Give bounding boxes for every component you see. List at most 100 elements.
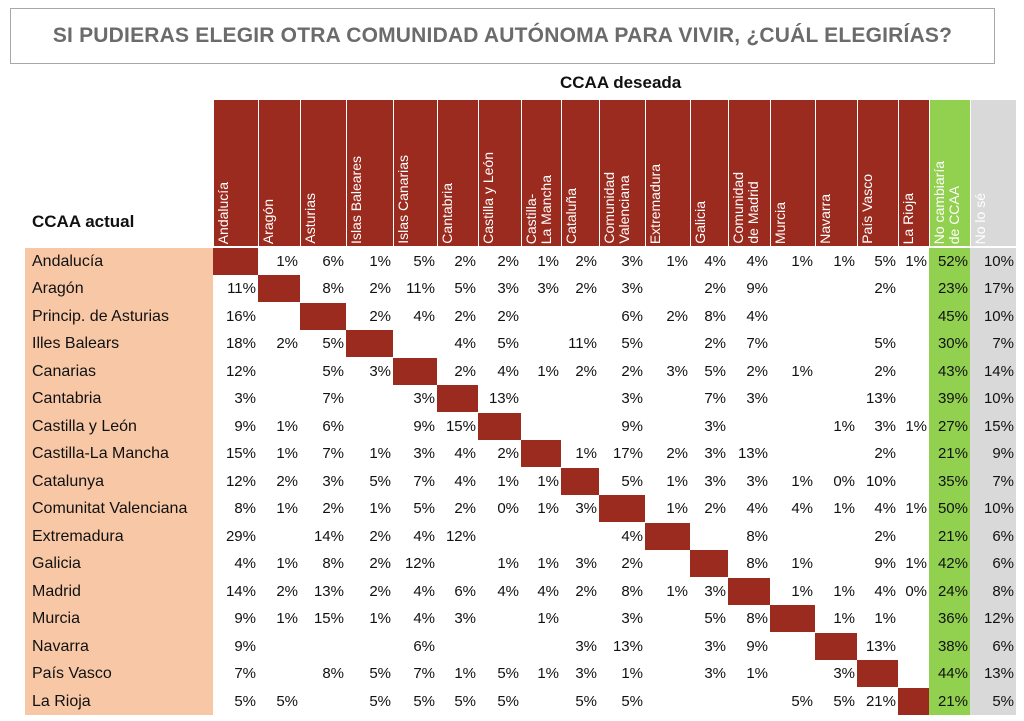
table-cell: 1% [537,473,559,490]
table-cell [645,550,690,577]
table-cell: 9% [621,418,643,435]
table-cell: 1% [369,445,391,462]
table-cell: 3% [704,445,726,462]
table-cell: 7% [746,335,768,352]
table-cell [815,330,857,357]
table-cell: 1% [833,418,855,435]
table-cell [300,688,346,715]
table-cell: 3% [575,665,597,682]
table-cell [815,523,857,550]
table-cell: 13% [983,665,1014,682]
diagonal-cell [478,413,521,440]
table-cell: 5% [575,693,597,710]
diagonal-cell [561,468,599,495]
table-cell: 5% [369,473,391,490]
table-cell: 6% [992,528,1014,545]
table-cell: 23% [937,280,968,297]
diagonal-cell [815,633,857,660]
table-cell [770,523,815,550]
table-cell [478,605,521,632]
table-cell [857,303,898,330]
column-header: Comunidad Valenciana [599,100,645,246]
diagonal-cell [857,660,898,687]
table-cell [728,413,770,440]
table-cell: 2% [454,253,476,270]
table-cell: 27% [937,418,968,435]
table-cell [521,688,561,715]
table-cell: 3% [575,500,597,517]
table-cell: 18% [225,335,256,352]
table-cell: 3% [413,390,435,407]
table-cell: 1% [276,445,298,462]
table-cell [393,330,437,357]
table-cell [561,413,599,440]
table-cell: 2% [746,363,768,380]
table-cell [561,605,599,632]
table-cell [898,633,929,660]
table-cell [898,303,929,330]
table-cell [645,688,690,715]
table-cell: 4% [413,308,435,325]
table-cell [258,303,300,330]
table-cell [815,303,857,330]
table-cell: 13% [313,583,344,600]
diagonal-cell [521,440,561,467]
row-label: Extremadura [32,528,124,545]
table-cell: 5% [276,693,298,710]
table-cell: 1% [833,583,855,600]
table-cell: 4% [413,528,435,545]
table-cell: 1% [369,500,391,517]
table-cell: 9% [746,280,768,297]
table-cell: 1% [791,253,813,270]
table-cell: 21% [937,528,968,545]
table-cell: 8% [746,528,768,545]
column-header: País Vasco [857,100,898,246]
column-header: Comunidad de Madrid [728,100,770,246]
table-cell: 13% [488,390,519,407]
table-cell: 3% [874,418,896,435]
table-cell: 1% [537,665,559,682]
table-cell [898,605,929,632]
table-cell: 52% [937,253,968,270]
table-cell: 5% [322,335,344,352]
table-cell: 3% [322,473,344,490]
table-cell: 8% [746,610,768,627]
table-cell: 1% [791,555,813,572]
table-cell: 6% [322,253,344,270]
table-cell: 9% [992,445,1014,462]
diagonal-cell [258,275,300,302]
table-cell: 4% [454,445,476,462]
column-header-label: Aragón [260,198,276,244]
table-cell: 4% [234,555,256,572]
table-cell: 14% [983,363,1014,380]
table-cell: 10% [983,308,1014,325]
table-cell: 1% [369,610,391,627]
table-cell: 1% [369,253,391,270]
table-cell: 21% [937,693,968,710]
table-cell: 3% [575,638,597,655]
column-header-label: Cataluña [563,187,579,244]
table-cell: 4% [874,500,896,517]
table-cell: 4% [454,473,476,490]
table-cell: 7% [992,335,1014,352]
column-header: Castilla- La Mancha [521,100,561,246]
table-cell: 3% [454,610,476,627]
table-cell: 2% [621,363,643,380]
table-cell: 2% [369,308,391,325]
table-cell: 9% [234,610,256,627]
diagonal-cell [770,605,815,632]
table-cell: 13% [865,390,896,407]
table-cell: 14% [225,583,256,600]
row-label: Madrid [32,583,81,600]
table-cell: 1% [537,610,559,627]
table-cell: 1% [575,445,597,462]
diagonal-cell [645,523,690,550]
row-label: Princip. de Asturias [32,308,169,325]
table-cell: 2% [454,500,476,517]
table-cell: 12% [445,528,476,545]
table-cell: 1% [874,610,896,627]
table-cell: 1% [666,583,688,600]
table-cell: 2% [874,528,896,545]
table-cell: 4% [704,253,726,270]
column-header-label: Navarra [817,194,833,244]
